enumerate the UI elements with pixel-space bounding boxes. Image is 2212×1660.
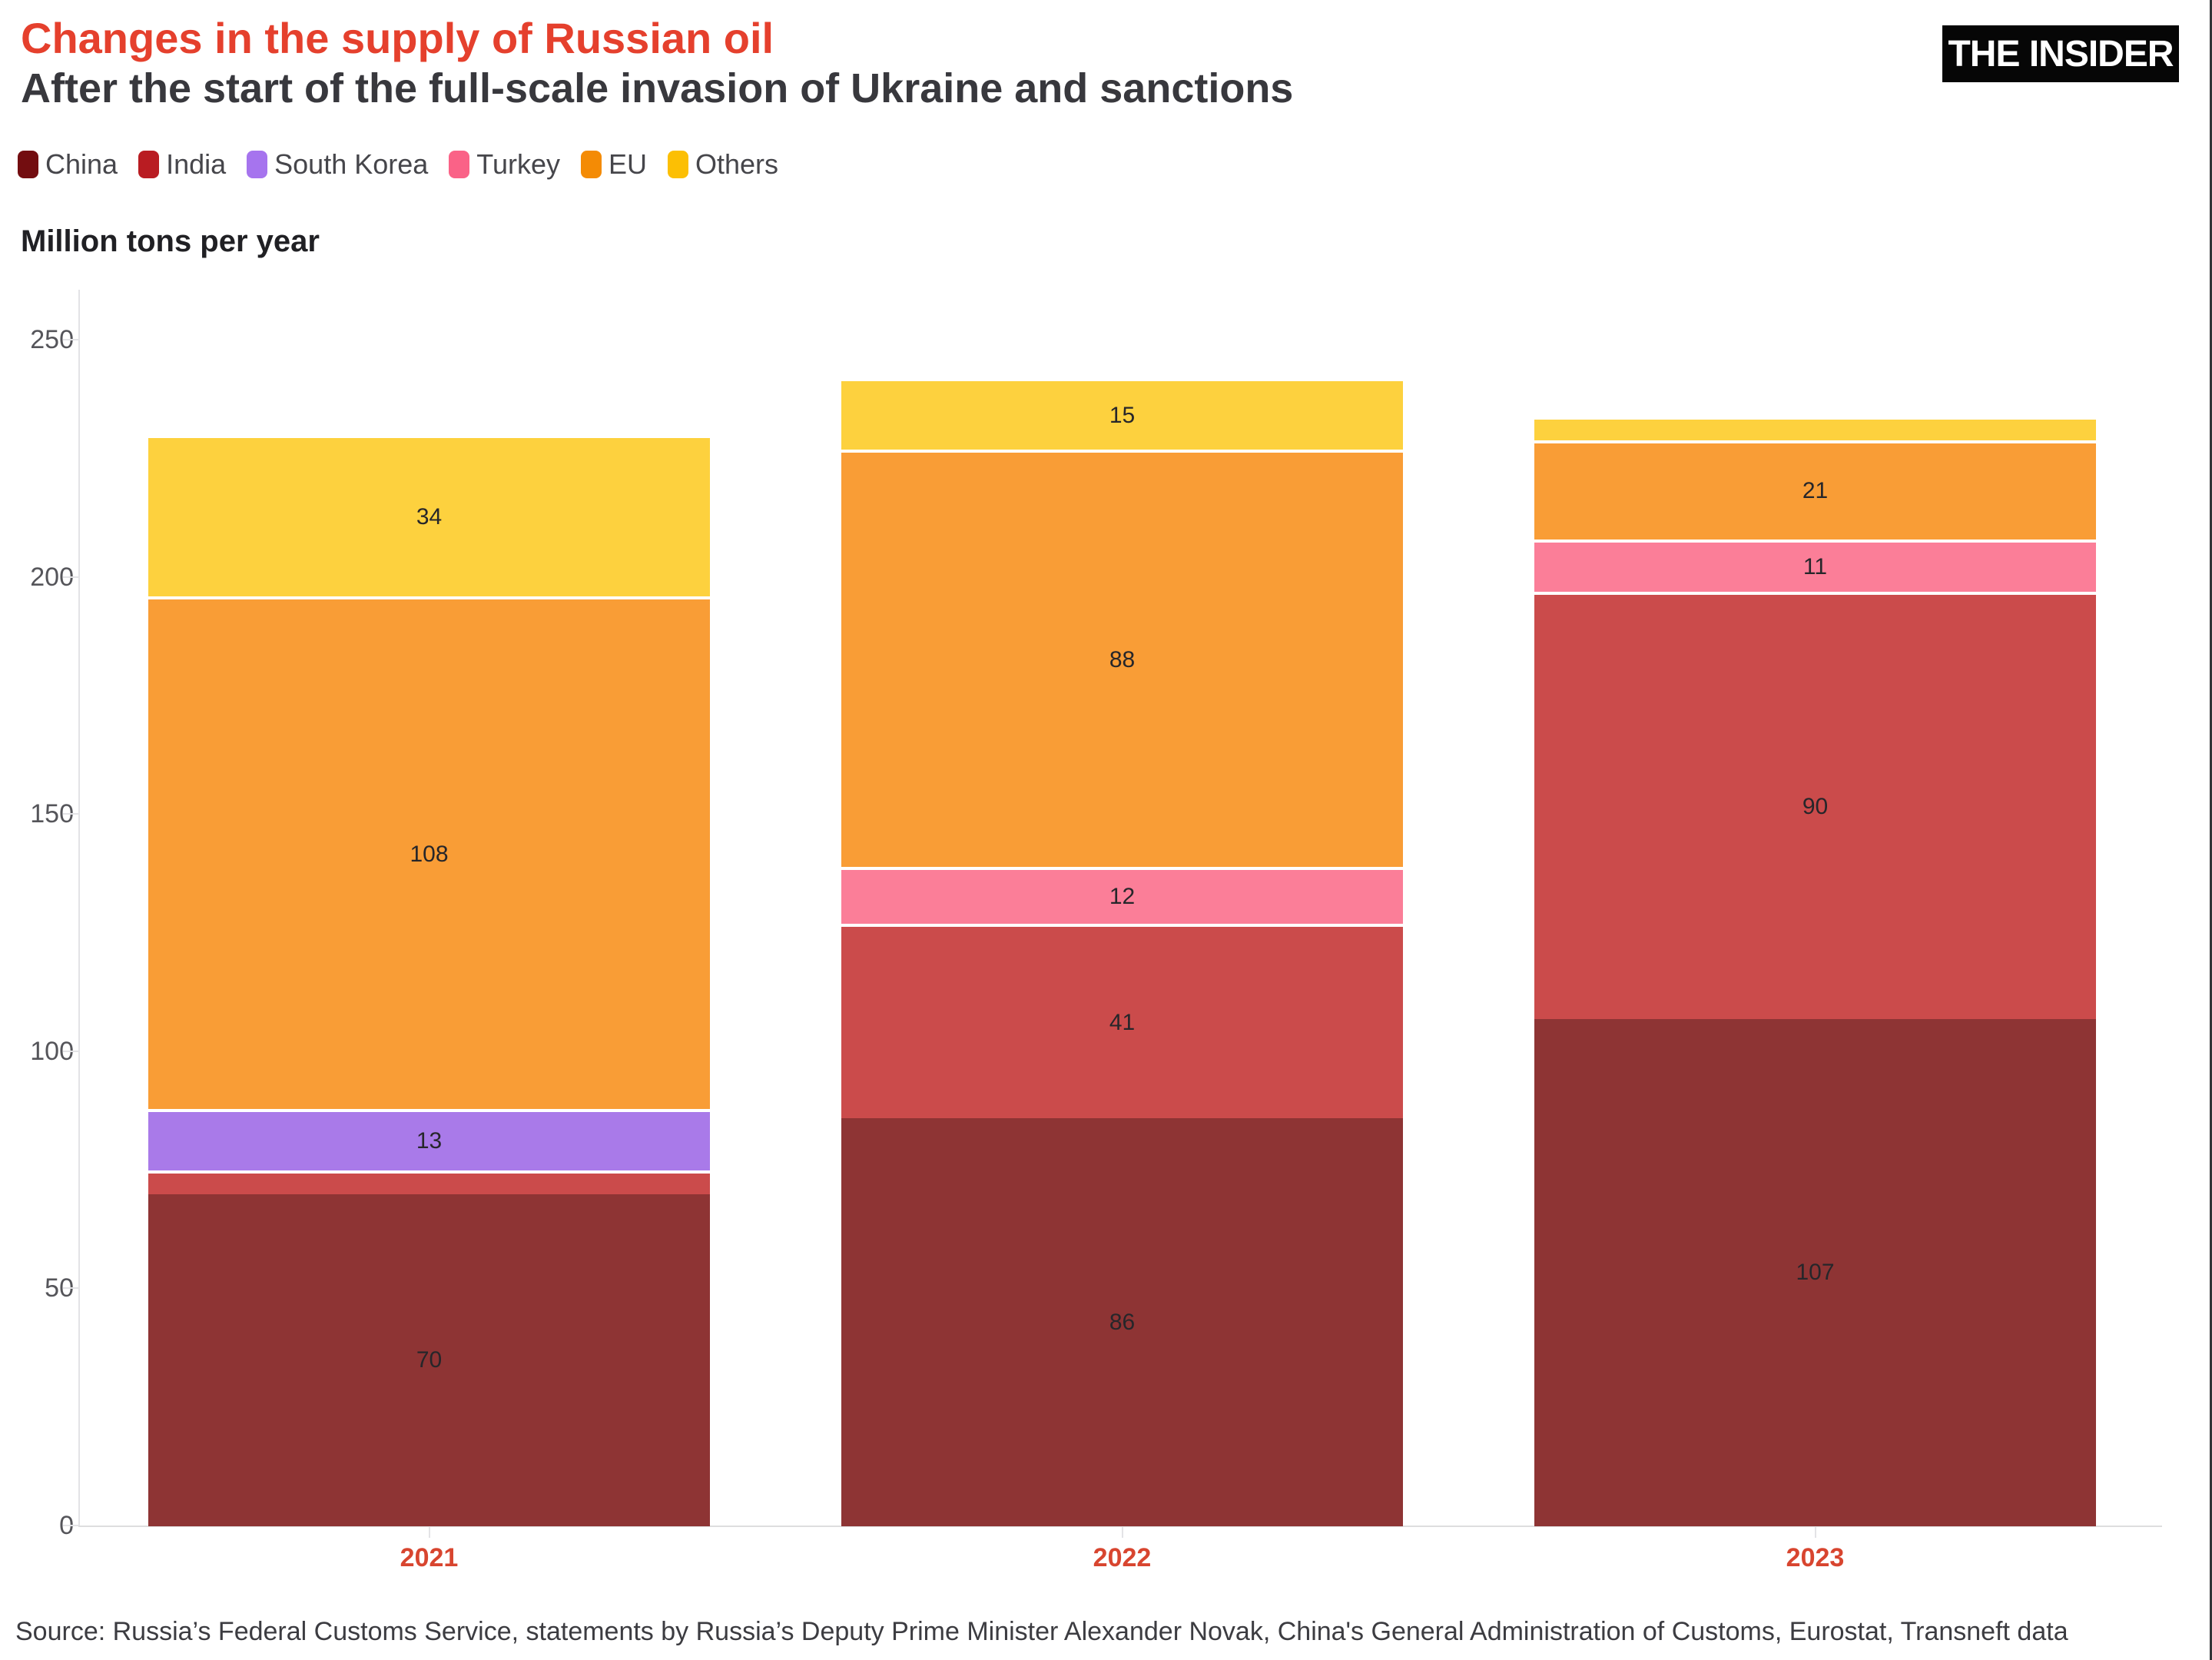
y-tick-mark	[63, 813, 78, 815]
legend-item-south-korea: South Korea	[247, 151, 428, 178]
bar-segment-2021-south-korea: 13	[148, 1108, 710, 1171]
legend-item-turkey: Turkey	[449, 151, 560, 178]
bar-segment-2022-india: 41	[841, 924, 1403, 1119]
the-insider-logo: THE INSIDER	[1942, 25, 2179, 82]
y-axis-line	[78, 290, 80, 1527]
legend-item-india: India	[138, 151, 226, 178]
legend-swatch	[668, 151, 688, 178]
y-tick-mark	[63, 1050, 78, 1052]
legend-item-others: Others	[668, 151, 778, 178]
bar-segment-2023-china: 107	[1534, 1018, 2096, 1526]
logo-text: THE INSIDER	[1948, 33, 2174, 75]
bar-segment-2023-eu: 21	[1534, 440, 2096, 540]
bar-2023: 107 90 11 21	[1534, 416, 2096, 1526]
bar-segment-2021-others: 34	[148, 435, 710, 597]
segment-value-label: 70	[416, 1346, 443, 1373]
legend-label: South Korea	[274, 148, 429, 180]
bar-segment-2022-turkey: 12	[841, 867, 1403, 925]
chart-legend: China India South Korea Turkey EU Others	[18, 148, 778, 181]
segment-value-label: 34	[416, 504, 443, 530]
segment-value-label: 108	[410, 841, 449, 867]
y-tick-mark	[63, 1525, 78, 1526]
source-note: Source: Russia’s Federal Customs Service…	[15, 1617, 2068, 1646]
y-tick-mark	[63, 1287, 78, 1290]
legend-swatch	[18, 151, 38, 178]
bar-segment-2021-china: 70	[148, 1194, 710, 1526]
legend-swatch	[138, 151, 160, 178]
legend-label: India	[166, 148, 227, 180]
legend-item-eu: EU	[580, 148, 647, 180]
bar-segment-2022-eu: 88	[841, 449, 1403, 868]
segment-value-label: 41	[1109, 1009, 1136, 1035]
bar-segment-2023-others	[1534, 416, 2096, 440]
segment-value-label: 90	[1802, 793, 1829, 819]
segment-value-label: 88	[1109, 646, 1136, 672]
bar-segment-2022-others: 15	[841, 378, 1403, 450]
bar-2022: 86 41 12 88 15	[841, 378, 1403, 1526]
bar-2021: 70 13 108 34	[148, 435, 710, 1526]
legend-swatch	[247, 151, 268, 178]
x-axis-year-label: 2021	[400, 1543, 459, 1572]
bar-segment-2023-india: 90	[1534, 592, 2096, 1019]
bar-segment-2023-turkey: 11	[1534, 540, 2096, 593]
bar-segment-2021-india	[148, 1170, 710, 1194]
y-axis-title: Million tons per year	[21, 224, 320, 258]
window-right-border	[2210, 0, 2212, 1660]
y-tick-mark	[63, 339, 78, 340]
x-tick-mark	[1814, 1527, 1816, 1538]
segment-value-label: 107	[1796, 1259, 1835, 1285]
bar-segment-2021-eu: 108	[148, 596, 710, 1109]
segment-value-label: 21	[1802, 478, 1829, 504]
legend-swatch	[580, 151, 602, 178]
page-title: Changes in the supply of Russian oil	[21, 14, 774, 62]
legend-item-china: China	[18, 151, 118, 178]
segment-value-label: 12	[1109, 884, 1136, 910]
legend-label: EU	[608, 148, 647, 180]
legend-label: China	[45, 148, 118, 180]
segment-value-label: 11	[1802, 554, 1828, 580]
y-tick-mark	[63, 576, 78, 578]
page-subtitle: After the start of the full-scale invasi…	[21, 65, 1294, 111]
legend-label: Turkey	[476, 148, 560, 180]
legend-label: Others	[695, 148, 779, 180]
legend-swatch	[449, 151, 470, 178]
segment-value-label: 13	[416, 1127, 443, 1154]
x-axis-baseline	[78, 1526, 2162, 1527]
x-tick-mark	[1121, 1527, 1123, 1538]
segment-value-label: 86	[1109, 1309, 1136, 1335]
x-axis-year-label: 2023	[1786, 1543, 1845, 1572]
segment-value-label: 15	[1109, 402, 1136, 428]
x-tick-mark	[428, 1527, 430, 1538]
x-axis-year-label: 2022	[1093, 1543, 1152, 1572]
bar-segment-2022-china: 86	[841, 1118, 1403, 1526]
